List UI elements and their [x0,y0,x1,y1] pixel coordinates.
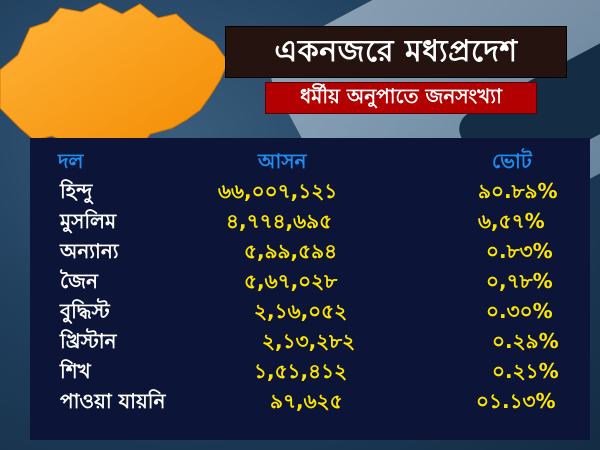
row-seats: ৫,৯৯,৫৯৪ [244,239,338,263]
row-name: খ্রিস্টান [60,329,117,353]
table-row: অন্যান্য ৫,৯৯,৫৯৪ ০.৮৩% [30,236,590,266]
row-votes: ০.২৯% [492,329,559,353]
row-votes: ৯০.৮৯% [478,179,558,203]
row-seats: ২,১৩,২৮২ [262,329,356,353]
map-shape [0,2,229,153]
row-votes: ৬,৫৭% [478,209,545,233]
row-name: জৈন [60,269,98,293]
row-seats: ২,১৬,০৫২ [254,299,348,323]
row-name: মুসলিম [60,209,117,233]
row-seats: ৬৬,০০৭,১২১ [218,179,338,203]
row-seats: ৫,৬৭,০২৮ [244,269,338,293]
row-name: বুদ্ধিস্ট [60,299,110,323]
row-seats: ১,৫১,৪১২ [254,359,348,383]
table-row: হিন্দু ৬৬,০০৭,১২১ ৯০.৮৯% [30,176,590,206]
table-row: জৈন ৫,৬৭,০২৮ ০,৭৮% [30,266,590,296]
header-seats: আসন [258,149,307,173]
row-name: অন্যান্য [60,239,119,263]
table-row: মুসলিম ৪,৭৭৪,৬৯৫ ৬,৫৭% [30,206,590,236]
row-votes: ০.৩০% [486,299,553,323]
population-table: দল আসন ভোট হিন্দু ৬৬,০০৭,১২১ ৯০.৮৯% মুসল… [30,138,590,440]
table-header-row: দল আসন ভোট [30,146,590,176]
row-seats: ৪,৭৭৪,৬৯৫ [226,209,333,233]
row-name: হিন্দু [60,179,93,203]
subtitle-box: ধর্মীয় অনুপাতে জনসংখ্যা [265,82,537,114]
page-title: একনজরে মধ্যপ্রদেশ [274,33,518,69]
row-votes: ০,৭৮% [486,269,553,293]
madhya-pradesh-map [0,2,229,153]
row-votes: ০.৮৩% [486,239,553,263]
row-name: পাওয়া যায়নি [60,389,166,413]
table-row: খ্রিস্টান ২,১৩,২৮২ ০.২৯% [30,326,590,356]
title-box: একনজরে মধ্যপ্রদেশ [225,26,567,78]
row-votes: ০১.১৩% [476,389,556,413]
table-row: শিখ ১,৫১,৪১২ ০.২১% [30,356,590,386]
table-row: বুদ্ধিস্ট ২,১৬,০৫২ ০.৩০% [30,296,590,326]
header-party: দল [58,149,84,173]
row-name: শিখ [60,359,91,383]
header-votes: ভোট [492,149,532,173]
row-seats: ৯৭,৬২৫ [270,389,343,413]
page-subtitle: ধর্মীয় অনুপাতে জনসংখ্যা [300,83,502,108]
table-row: পাওয়া যায়নি ৯৭,৬২৫ ০১.১৩% [30,386,590,416]
row-votes: ০.২১% [492,359,559,383]
